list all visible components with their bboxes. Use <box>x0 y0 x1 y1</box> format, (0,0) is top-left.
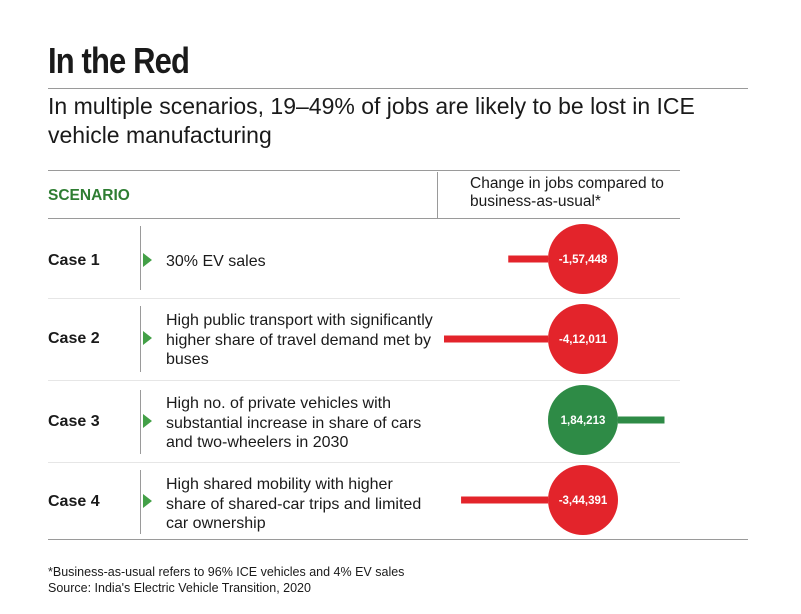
bar-case-3 <box>618 416 665 424</box>
chart-subtitle: In multiple scenarios, 19–49% of jobs ar… <box>48 93 695 148</box>
value-circle <box>548 224 618 294</box>
value-circle <box>548 465 618 535</box>
footnote: *Business-as-usual refers to 96% ICE veh… <box>48 564 404 596</box>
bar-case-1 <box>508 255 548 263</box>
scenario-header: SCENARIO <box>48 187 130 204</box>
value-label: -4,12,011 <box>559 334 608 346</box>
row-separator <box>48 298 680 299</box>
footnote-source: Source: India's Electric Vehicle Transit… <box>48 581 311 595</box>
case-label: Case 4 <box>48 493 100 510</box>
row-tick <box>140 470 141 534</box>
footnote-note: *Business-as-usual refers to 96% ICE veh… <box>48 565 405 579</box>
case-label: Case 2 <box>48 330 100 347</box>
arrow-icon <box>143 414 152 428</box>
value-label: -3,44,391 <box>559 495 608 507</box>
bar-case-2 <box>444 335 548 343</box>
chart-title: In the Red <box>48 40 190 81</box>
row-tick <box>140 226 141 290</box>
arrow-icon <box>143 494 152 508</box>
row-tick <box>140 306 141 372</box>
bottom-rule <box>48 539 748 540</box>
change-header: Change in jobs compared to business-as-u… <box>470 175 664 210</box>
arrow-icon <box>143 331 152 345</box>
bar-case-4 <box>461 496 548 504</box>
row-separator <box>48 380 680 381</box>
value-label: -1,57,448 <box>559 254 608 266</box>
arrow-icon <box>143 253 152 267</box>
header-top-rule <box>48 170 680 171</box>
header-divider <box>437 172 438 218</box>
case-description: High shared mobility with higher share o… <box>166 476 422 532</box>
title-rule <box>48 88 748 89</box>
value-label: 1,84,213 <box>561 415 606 427</box>
case-description: 30% EV sales <box>166 253 266 270</box>
header-bottom-rule <box>48 218 680 219</box>
case-label: Case 1 <box>48 252 100 269</box>
case-label: Case 3 <box>48 413 100 430</box>
value-circle <box>548 385 618 455</box>
row-separator <box>48 462 680 463</box>
row-tick <box>140 390 141 454</box>
case-description: High no. of private vehicles with substa… <box>166 395 422 451</box>
case-description: High public transport with significantly… <box>166 312 433 368</box>
value-circle <box>548 304 618 374</box>
